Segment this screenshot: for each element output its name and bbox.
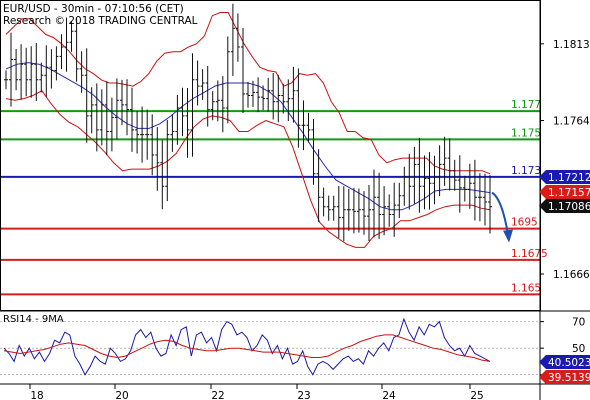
chart-source: Research © 2018 TRADING CENTRAL <box>3 15 198 27</box>
x-tick-label: 23 <box>297 390 310 400</box>
price-tag-bollinger-bg <box>539 185 590 199</box>
x-tick-label: 22 <box>211 390 224 400</box>
forecast-arrow-head <box>503 229 513 243</box>
y-tick-label: 1.1764 <box>553 116 590 128</box>
price-layer <box>4 3 513 243</box>
y-tick-label: 1.1666 <box>553 269 590 281</box>
level-label: 1695 <box>511 217 538 229</box>
price-tag-pivot-bg <box>539 170 590 184</box>
y-tick-label: 1.1813 <box>553 39 590 51</box>
rsi-layer: RSI14 - 9MA <box>0 314 540 376</box>
level-label: 1.177 <box>511 99 541 111</box>
price-tag-last: 1.17086 <box>548 201 590 213</box>
level-label: 1.165 <box>511 282 541 294</box>
price-tag-last-bg <box>539 199 590 213</box>
rsi-tag-value: 40.5023 <box>548 357 590 369</box>
chart-title: EUR/USD - 30min - 07:10:56 (CET) <box>3 3 184 15</box>
level-label: 1.173 <box>511 165 541 177</box>
level-label: 1.175 <box>511 127 541 139</box>
rsi-tag-ma: 39.5139 <box>548 372 590 384</box>
tags-layer: 1.17212 1.17157 1.17086 40.5023 39.5139 <box>539 170 590 384</box>
rsi-line <box>3 317 491 376</box>
rsi-y-tick-label: 50 <box>572 343 585 355</box>
x-tick-label: 24 <box>382 390 396 400</box>
price-bars <box>4 3 492 242</box>
rsi-tag-ma-bg <box>539 370 590 384</box>
x-tick-label: 18 <box>30 390 43 400</box>
x-tick-label: 20 <box>115 390 128 400</box>
rsi-ma-line <box>3 334 491 362</box>
price-tag-bollinger: 1.17157 <box>548 187 590 199</box>
level-label: 1.1675 <box>511 248 548 260</box>
forecast-arrow-line <box>491 191 509 235</box>
rsi-y-tick-label: 70 <box>572 317 585 329</box>
price-tag-pivot: 1.17212 <box>548 172 590 184</box>
x-tick-label: 25 <box>470 390 483 400</box>
rsi-title: RSI14 - 9MA <box>3 314 64 325</box>
rsi-tag-value-bg <box>539 355 590 369</box>
